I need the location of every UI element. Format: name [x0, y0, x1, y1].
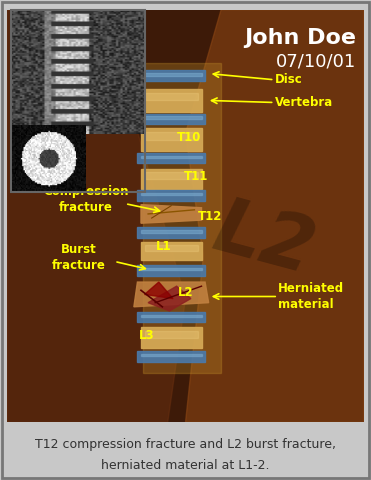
Text: Burst
fracture: Burst fracture [52, 243, 106, 272]
Bar [141, 242, 201, 260]
Bar [141, 354, 201, 356]
Text: John Doe: John Doe [244, 28, 357, 48]
Bar [141, 128, 201, 151]
Bar [141, 73, 201, 76]
Bar [145, 93, 198, 100]
Bar [137, 351, 205, 361]
Text: L2: L2 [178, 286, 193, 299]
Text: T10: T10 [177, 131, 201, 144]
Bar [141, 230, 201, 232]
Polygon shape [145, 282, 173, 299]
Text: L2: L2 [205, 192, 322, 289]
Bar [141, 327, 201, 348]
Bar [137, 190, 205, 201]
Polygon shape [186, 10, 364, 422]
Bar [145, 331, 198, 338]
Bar [141, 268, 201, 271]
Polygon shape [7, 10, 185, 422]
Bar [145, 172, 198, 179]
Text: L1: L1 [156, 240, 172, 253]
Text: Compression
fracture: Compression fracture [43, 185, 128, 214]
Text: Disc: Disc [275, 73, 302, 86]
Text: 07/10/01: 07/10/01 [276, 53, 357, 71]
Bar [141, 89, 201, 112]
Bar [141, 117, 201, 119]
Text: herniated material at L1-2.: herniated material at L1-2. [101, 459, 270, 472]
Text: L3: L3 [138, 329, 154, 342]
Text: T11: T11 [184, 170, 209, 183]
Text: T12: T12 [198, 209, 223, 223]
Bar [137, 312, 205, 322]
Polygon shape [141, 204, 201, 223]
Text: Herniated
material: Herniated material [278, 282, 344, 311]
Text: T12 compression fracture and L2 burst fracture,: T12 compression fracture and L2 burst fr… [35, 438, 336, 451]
Bar [137, 71, 205, 81]
Bar [141, 314, 201, 317]
Bar [141, 156, 201, 158]
Bar [145, 245, 198, 251]
Bar [137, 228, 205, 238]
Bar [145, 132, 198, 140]
Text: Vertebra: Vertebra [275, 96, 333, 109]
Bar [137, 265, 205, 276]
Bar [141, 193, 201, 195]
Polygon shape [134, 282, 209, 307]
Polygon shape [148, 286, 191, 311]
Bar [137, 114, 205, 124]
Bar [141, 168, 201, 189]
Bar [137, 153, 205, 163]
Bar [143, 63, 221, 373]
